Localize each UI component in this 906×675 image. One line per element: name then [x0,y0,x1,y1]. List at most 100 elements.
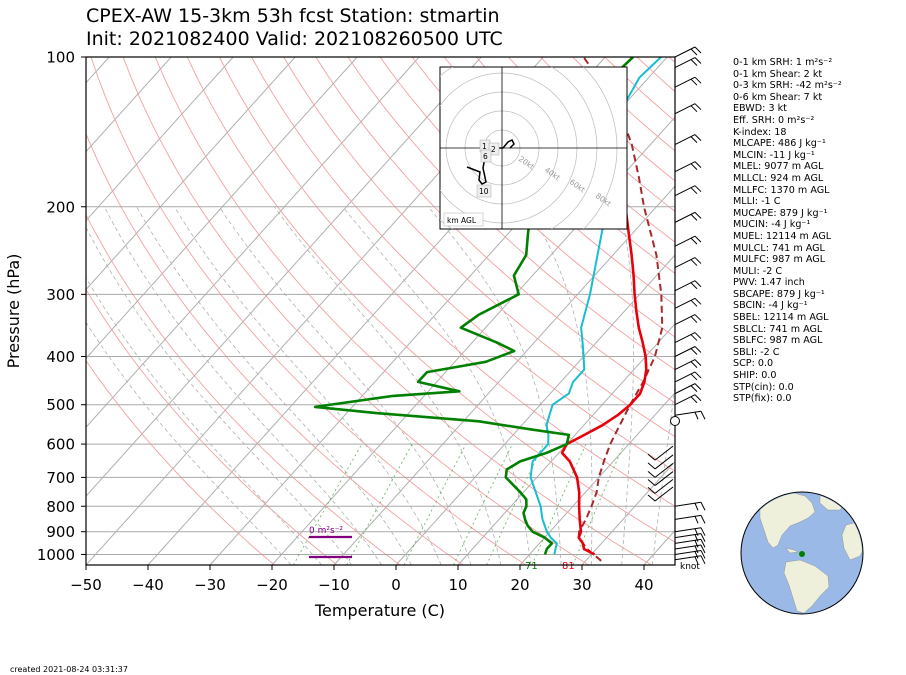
moist-adiabat [427,206,562,565]
x-tick-label: −20 [256,576,288,594]
wind-barb [674,297,702,309]
wind-barb [674,410,706,420]
y-axis-label: Pressure (hPa) [4,254,23,369]
sounding-index-row: MLLCL: 924 m AGL [733,172,824,184]
sounding-indices: 0-1 km SRH: 1 m²s⁻² 0-1 km Shear: 2 kt 0-3… [733,57,842,405]
wind-barb [674,280,702,292]
isotherm [457,323,675,565]
sounding-index-row: MULCL: 741 m AGL [733,242,825,254]
isobar-grid [86,57,675,555]
y-tick-label: 100 [46,49,75,67]
x-tick-label: −50 [70,576,102,594]
hodograph-height-10: 10 [479,187,489,196]
x-tick-label: 0 [391,576,401,594]
mixing-ratio-line [572,443,625,565]
wind-barb [674,359,702,371]
plot-frame [85,56,676,566]
wind-barb [674,514,706,524]
y-tick-label: 500 [46,396,75,414]
mixing-ratio-line [453,443,513,565]
sounding-index-row: 0-1 km Shear: 2 kt [733,68,823,80]
isotherm [86,57,358,360]
isotherm [395,254,675,565]
dry-adiabat [154,57,652,565]
shear-bars: 0 m²s⁻² [309,526,352,559]
sounding-index-row: PWV: 1.47 inch [733,277,805,289]
dewpoint-profile [313,57,634,555]
dry-adiabat [443,57,675,274]
parcel-profile [577,57,664,562]
wind-barb [674,211,702,223]
x-axis-label: Temperature (C) [314,601,445,620]
sounding-index-row: SBLI: -2 C [733,346,780,358]
wind-barb [674,134,702,146]
mixing-ratio-line [293,443,363,565]
mixing-ratio-line [531,443,587,565]
wind-barb [674,371,702,383]
wind-barb [674,57,702,68]
x-tick-label: −30 [194,576,226,594]
y-tick-label: 700 [46,469,75,487]
wind-barb [674,76,702,88]
y-tick-label: 900 [46,523,75,541]
dry-adiabat [283,57,675,438]
isotherm [86,57,172,153]
isotherm [581,460,675,565]
hodograph-agl-label: km AGL [447,216,477,225]
sounding-index-row: MUCIN: -4 J kg⁻¹ [733,219,811,231]
mixing-ratio-line [403,443,467,565]
dry-adiabat [86,213,401,565]
x-tick-label: 40 [634,576,653,594]
moist-adiabat [526,206,593,565]
moist-adiabat [86,226,353,565]
sounding-index-row: MULI: -2 C [733,265,783,277]
sounding-index-row: SBLFC: 987 m AGL [733,335,823,347]
dry-adiabat [122,57,589,565]
wind-barb [647,445,674,461]
dry-adiabat [86,132,464,565]
sounding-index-row: MULFC: 987 m AGL [733,254,826,266]
wind-barb [674,555,706,565]
sounding-index-row: MLEL: 9077 m AGL [733,161,824,173]
isotherm [519,392,675,565]
moist-adiabat [618,206,634,565]
wind-barb [674,549,706,559]
wind-barb [674,527,706,536]
wind-units-label: knot [680,562,700,572]
wind-barb [674,257,702,268]
y-tick-label: 1000 [37,546,75,564]
wind-calm-marker [670,416,680,426]
wind-barb [674,185,702,197]
sounding-index-row: MUEL: 12114 m AGL [733,230,832,242]
wind-barb [674,394,702,406]
station-marker [799,551,805,557]
moist-adiabat [136,206,412,565]
sounding-index-row: MLCAPE: 486 J kg⁻¹ [733,138,826,150]
chart-subtitle: Init: 2021082400 Valid: 202108260500 UTC [86,28,503,50]
wind-barb [674,538,706,548]
dry-adiabat [315,57,675,404]
wind-barb [674,533,706,542]
wind-barb [674,346,702,357]
created-timestamp: created 2021-08-24 03:31:37 [10,665,128,674]
sounding-index-row: 0-6 km Shear: 7 kt [733,91,823,103]
wind-barb [674,103,702,115]
sounding-index-row: SCP: 0.0 [733,358,774,370]
isotherm [271,116,675,565]
sounding-index-row: MLLFC: 1370 m AGL [733,184,830,196]
wind-barb [674,161,702,173]
wind-barb [674,46,702,58]
axes: −50 −40 −30 −20 −10 0 10 20 30 40 100 200 300 400 500 6… [37,49,654,595]
sounding-index-row: 0-3 km SRH: -42 m²s⁻² [733,80,842,92]
dry-adiabat [411,57,675,306]
shear-label: 0 m²s⁻² [309,526,343,536]
dry-adiabat [86,359,275,565]
moist-adiabat [342,206,532,565]
sounding-index-row: Eff. SRH: 0 m²s⁻² [733,114,815,126]
sounding-index-row: K-index: 18 [733,126,787,138]
y-tick-label: 300 [46,286,75,304]
hodograph-height-6: 6 [483,152,488,161]
moist-adiabat [651,382,675,565]
y-tick-label: 400 [46,348,75,366]
wind-barb [674,383,702,395]
